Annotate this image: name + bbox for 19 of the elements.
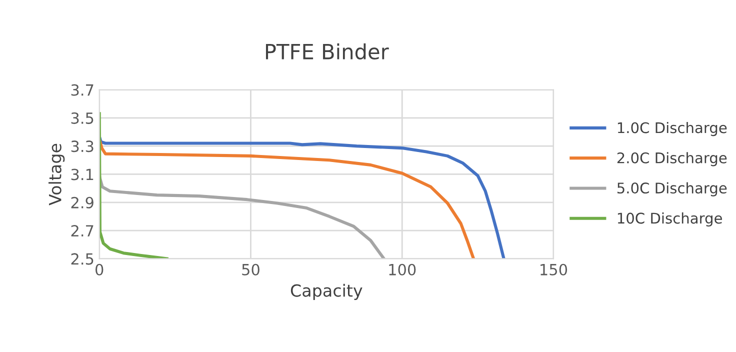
- x-tick-label: 50: [242, 264, 260, 276]
- y-axis-title: Voltage: [48, 144, 65, 206]
- chart-title: PTFE Binder: [266, 43, 389, 60]
- y-tick-label: 3.5: [71, 112, 94, 124]
- legend-label: 10C Discharge: [618, 212, 722, 227]
- legend-label: 5.0C Discharge: [617, 182, 727, 196]
- y-tick-label: 2.9: [71, 196, 94, 208]
- x-tick-label: 0: [96, 264, 104, 276]
- y-tick-label: 2.7: [71, 225, 94, 236]
- legend-label: 1.0C Discharge: [618, 122, 727, 136]
- x-tick-label: 150: [540, 264, 568, 276]
- y-tick-label: 3.1: [71, 168, 94, 180]
- legend-label: 2.0C Discharge: [617, 152, 727, 166]
- x-tick-label: 100: [389, 264, 416, 276]
- y-tick-label: 2.5: [71, 253, 94, 265]
- line-series: [99, 112, 168, 259]
- y-tick-label: 3.7: [71, 84, 94, 96]
- x-axis-title: Capacity: [290, 284, 362, 300]
- y-tick-label: 3.3: [71, 140, 94, 152]
